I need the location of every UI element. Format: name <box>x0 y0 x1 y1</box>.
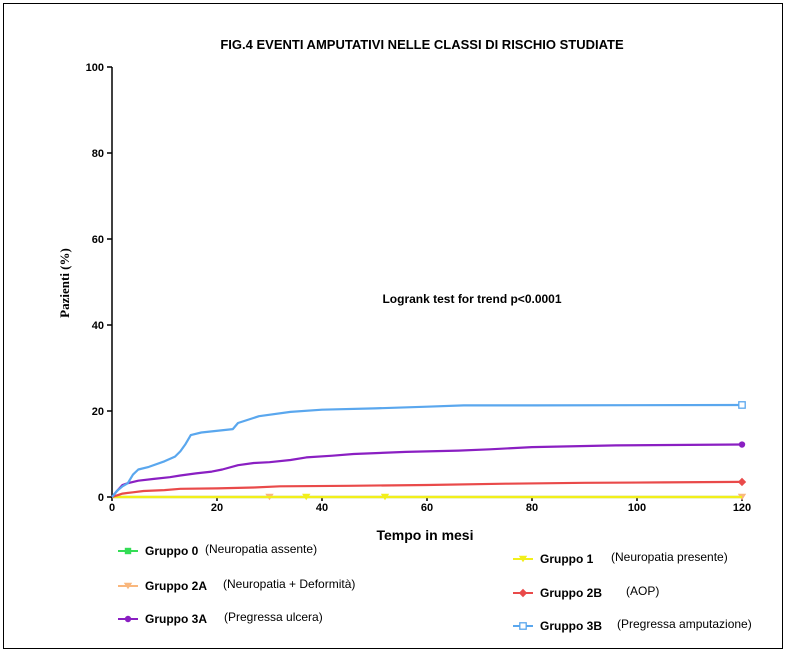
legend-item-gruppo-3a: Gruppo 3A (Pregressa ulcera) <box>118 610 323 626</box>
x-tick-label: 100 <box>628 502 646 514</box>
legend-label-gruppo-2a: Gruppo 2A <box>145 579 207 593</box>
curve-gruppo-3b <box>111 403 743 498</box>
censor-mark-gruppo-2b <box>737 477 747 487</box>
legend-label-gruppo-0: Gruppo 0 <box>145 544 199 558</box>
y-axis-label: Pazienti (%) <box>57 248 72 318</box>
censor-mark-gruppo-3b <box>738 401 746 409</box>
legend-label-gruppo-3a: Gruppo 3A <box>145 612 207 626</box>
legend-marker-gruppo-3b <box>519 622 527 630</box>
censor-mark-gruppo-1 <box>380 493 390 501</box>
curve-gruppo-3a <box>111 443 743 498</box>
legend-label-gruppo-2b: Gruppo 2B <box>540 586 602 600</box>
y-tick-label: 60 <box>92 234 104 246</box>
legend-desc-gruppo-0: (Neuropatia assente) <box>205 542 317 556</box>
legend-marker-gruppo-0 <box>124 547 132 555</box>
y-tick-label: 100 <box>86 62 104 74</box>
legend-item-gruppo-2a: Gruppo 2A (Neuropatia + Deformità) <box>118 577 355 593</box>
legend-desc-gruppo-3b: (Pregressa amputazione) <box>617 617 752 631</box>
x-axis-label: Tempo in mesi <box>377 527 474 543</box>
chart-title: FIG.4 EVENTI AMPUTATIVI NELLE CLASSI DI … <box>220 37 624 52</box>
legend-desc-gruppo-2a: (Neuropatia + Deformità) <box>223 577 355 591</box>
legend-desc-gruppo-1: (Neuropatia presente) <box>611 550 728 564</box>
x-tick-label: 40 <box>316 502 328 514</box>
censor-mark-gruppo-3a <box>738 441 746 448</box>
legend-item-gruppo-1: Gruppo 1 (Neuropatia presente) <box>513 550 728 566</box>
x-tick-label: 20 <box>211 502 223 514</box>
legend-marker-gruppo-2a <box>123 582 133 590</box>
y-tick-label: 0 <box>98 492 104 504</box>
figure-frame <box>3 3 783 649</box>
legend-label-gruppo-1: Gruppo 1 <box>540 552 594 566</box>
curve-gruppo-2b <box>111 480 743 499</box>
legend-marker-gruppo-1 <box>518 555 528 563</box>
y-tick-label: 80 <box>92 148 104 160</box>
y-tick-label: 40 <box>92 320 104 332</box>
logrank-annotation: Logrank test for trend p<0.0001 <box>382 292 561 306</box>
legend-desc-gruppo-3a: (Pregressa ulcera) <box>224 610 323 624</box>
legend-item-gruppo-0: Gruppo 0 (Neuropatia assente) <box>118 542 317 558</box>
legend-item-gruppo-3b: Gruppo 3B (Pregressa amputazione) <box>513 617 752 633</box>
legend-label-gruppo-3b: Gruppo 3B <box>540 619 602 633</box>
x-tick-label: 120 <box>733 502 751 514</box>
censor-mark-gruppo-1 <box>302 493 311 501</box>
legend-desc-gruppo-2b: (AOP) <box>626 584 659 598</box>
y-tick-label: 20 <box>92 406 104 418</box>
legend-marker-gruppo-3a <box>124 615 132 623</box>
legend-marker-gruppo-2b <box>518 588 528 598</box>
x-tick-label: 0 <box>109 502 115 514</box>
x-tick-label: 80 <box>526 502 538 514</box>
x-tick-label: 60 <box>421 502 433 514</box>
legend-item-gruppo-2b: Gruppo 2B (AOP) <box>513 584 659 600</box>
